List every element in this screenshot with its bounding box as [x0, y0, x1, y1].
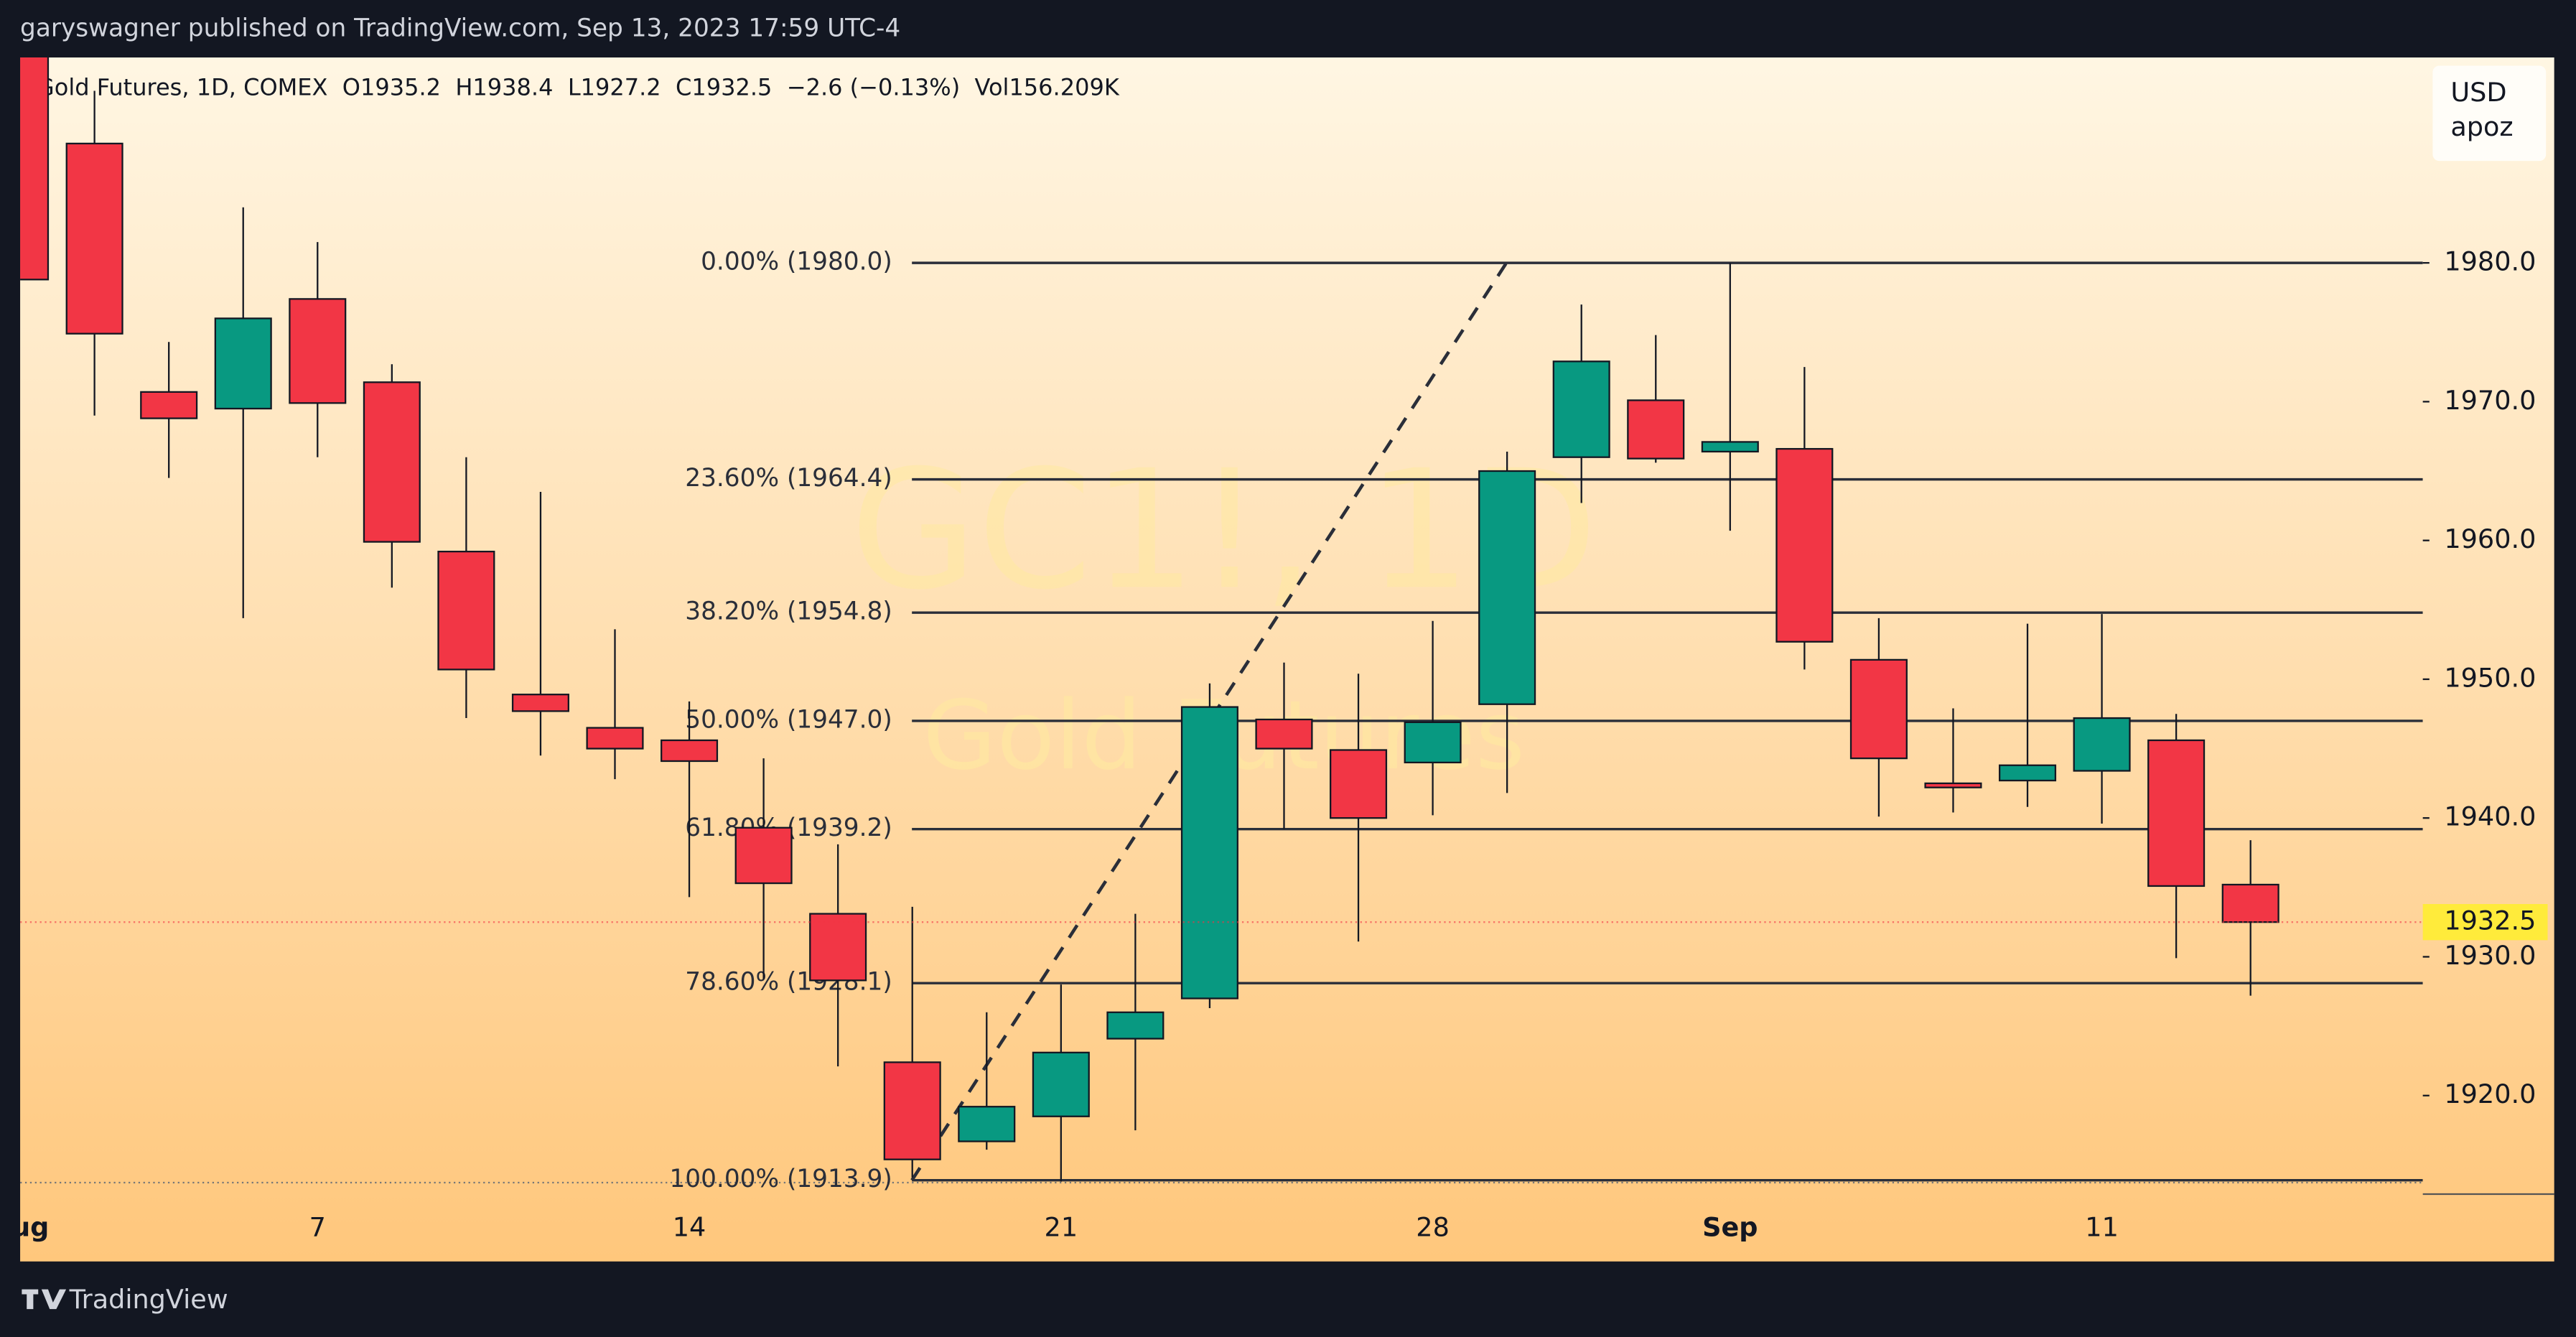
x-tick-label: Sep [1702, 1212, 1758, 1243]
x-tick-label: 11 [2085, 1212, 2119, 1243]
candle-body [1998, 764, 2057, 782]
candle-body [1775, 447, 1834, 643]
plot: 0.00% (1980.0) 23.60% (1964.4) 38.20% (195… [20, 57, 2423, 1193]
last-price-box [2422, 904, 2548, 941]
y-tick-label: 1950.0 [2444, 662, 2536, 693]
candle-body [883, 1061, 941, 1160]
candle-body [734, 826, 793, 885]
fib-label: 23.60% (1964.4) [685, 464, 892, 493]
x-tick-label: 7 [309, 1212, 326, 1243]
candle-body [1478, 470, 1536, 705]
fib-label: 38.20% (1954.8) [685, 597, 892, 626]
candle-body [1255, 718, 1313, 750]
candle-body [1627, 399, 1685, 460]
x-axis: Aug 7 14 21 28 Sep 11 [0, 1212, 2119, 1243]
y-axis: 1920.0 1930.0 1940.0 1950.0 1960.0 1970.0 1980… [2422, 246, 2548, 1109]
candle-body [1330, 749, 1388, 819]
fib-label: 50.00% (1947.0) [685, 705, 892, 734]
candle-body [1924, 782, 1982, 788]
candle-body [1701, 441, 1759, 453]
candle-body [1552, 360, 1610, 458]
watermark-symbol: GC1!, 1D [850, 434, 1597, 625]
legend-text: Gold Futures, 1D, COMEX O1935.2 H1938.4 … [37, 74, 1120, 101]
plot-background [20, 57, 2554, 1262]
attribution: garyswagner published on TradingView.com… [20, 14, 900, 43]
candle-body [437, 550, 495, 671]
candle-body [1106, 1011, 1165, 1040]
candle-body [2221, 883, 2279, 923]
candle-body [2147, 739, 2206, 888]
currency: USD [2450, 77, 2506, 108]
y-tick-label: 1920.0 [2444, 1079, 2536, 1109]
candle-body [809, 913, 867, 982]
y-tick-label: 1980.0 [2444, 246, 2536, 277]
y-tick-label: 1960.0 [2444, 523, 2536, 554]
x-tick-label: Aug [0, 1212, 49, 1243]
candle-body [586, 727, 644, 750]
candle-body [958, 1106, 1016, 1142]
candle-body [363, 381, 421, 543]
x-tick-label: 21 [1045, 1212, 1078, 1243]
candle-body [214, 317, 272, 410]
candle-body [1849, 658, 1908, 760]
unit: apoz [2450, 111, 2513, 142]
x-tick-label: 28 [1416, 1212, 1450, 1243]
y-tick-label: 1940.0 [2444, 801, 2536, 832]
candle-body [1032, 1051, 1090, 1117]
brand: TradingView [69, 1284, 228, 1315]
fib-label: 100.00% (1913.9) [669, 1165, 892, 1193]
candle-body [20, 57, 50, 281]
candle-body [511, 694, 569, 712]
last-price-label: 1932.5 [2444, 905, 2536, 936]
candle-body [661, 739, 719, 763]
candle-body [65, 142, 123, 335]
y-tick-label: 1930.0 [2444, 940, 2536, 971]
candle-body [289, 298, 347, 404]
candle-body [1180, 706, 1238, 1000]
brand-logo [22, 1289, 67, 1310]
candle-body [140, 391, 198, 419]
candle-body [1404, 721, 1462, 764]
currency-box[interactable] [2432, 65, 2547, 162]
y-tick-label: 1970.0 [2444, 385, 2536, 416]
candle-body [2073, 717, 2131, 772]
x-tick-label: 14 [673, 1212, 706, 1243]
fib-label: 0.00% (1980.0) [701, 248, 892, 276]
